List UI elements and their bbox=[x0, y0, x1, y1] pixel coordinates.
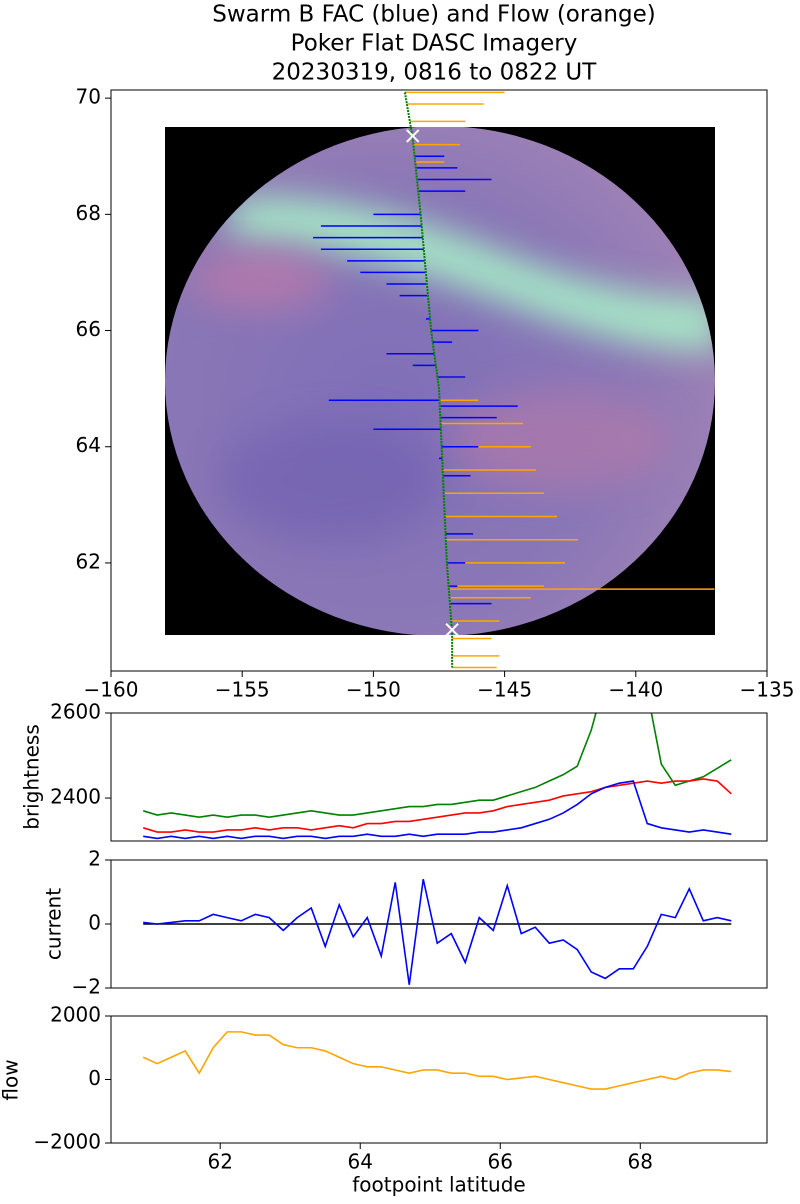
x-tick-label: 64 bbox=[348, 1150, 373, 1174]
y-tick-label: 68 bbox=[76, 201, 101, 225]
x-tick-label: −160 bbox=[84, 678, 139, 702]
y-tick-label: 70 bbox=[76, 85, 101, 109]
y-tick-label: 2400 bbox=[50, 785, 101, 809]
y-tick-label: −2 bbox=[72, 975, 101, 999]
x-tick-label: 62 bbox=[207, 1150, 232, 1174]
y-axis-label: current bbox=[42, 888, 66, 960]
y-tick-label: 2600 bbox=[50, 700, 101, 724]
flow-marks bbox=[142, 1031, 732, 1090]
y-tick-label: 2 bbox=[88, 847, 101, 871]
x-tick-label: −145 bbox=[477, 678, 532, 702]
y-tick-label: 64 bbox=[76, 433, 101, 457]
title-line: Poker Flat DASC Imagery bbox=[291, 31, 578, 57]
series-line bbox=[142, 1031, 732, 1090]
x-tick-label: −135 bbox=[740, 678, 795, 702]
title-line: Swarm B FAC (blue) and Flow (orange) bbox=[212, 2, 655, 28]
map-marks bbox=[313, 91, 715, 669]
y-tick-label: 62 bbox=[76, 549, 101, 573]
track bbox=[403, 92, 454, 668]
x-tick-label: −140 bbox=[608, 678, 663, 702]
current-marks bbox=[143, 879, 732, 985]
position-marker bbox=[406, 129, 420, 143]
series-line bbox=[143, 780, 732, 840]
title-line: 20230319, 0816 to 0822 UT bbox=[272, 60, 598, 86]
x-axis-label: footpoint latitude bbox=[352, 1173, 525, 1197]
x-tick-label: −150 bbox=[346, 678, 401, 702]
position-marker bbox=[445, 623, 459, 637]
sky-image bbox=[165, 127, 715, 635]
y-tick-label: 66 bbox=[76, 317, 101, 341]
y-tick-label: 0 bbox=[88, 1066, 101, 1090]
axes-frame bbox=[110, 1015, 768, 1144]
axes-frame bbox=[110, 712, 768, 842]
y-axis-label: brightness bbox=[20, 724, 44, 830]
series-line bbox=[143, 879, 732, 985]
series-line bbox=[142, 778, 732, 833]
series-line bbox=[142, 713, 732, 818]
brightness-marks bbox=[142, 713, 732, 840]
y-tick-label: 2000 bbox=[50, 1003, 101, 1027]
y-axis-label: flow bbox=[0, 1059, 23, 1100]
x-tick-label: 68 bbox=[628, 1150, 653, 1174]
y-tick-label: 0 bbox=[88, 911, 101, 935]
x-tick-label: 66 bbox=[488, 1150, 513, 1174]
y-tick-label: −2000 bbox=[33, 1130, 101, 1154]
axes-frame bbox=[110, 89, 768, 672]
axes-frame bbox=[110, 859, 768, 989]
x-tick-label: −155 bbox=[215, 678, 270, 702]
